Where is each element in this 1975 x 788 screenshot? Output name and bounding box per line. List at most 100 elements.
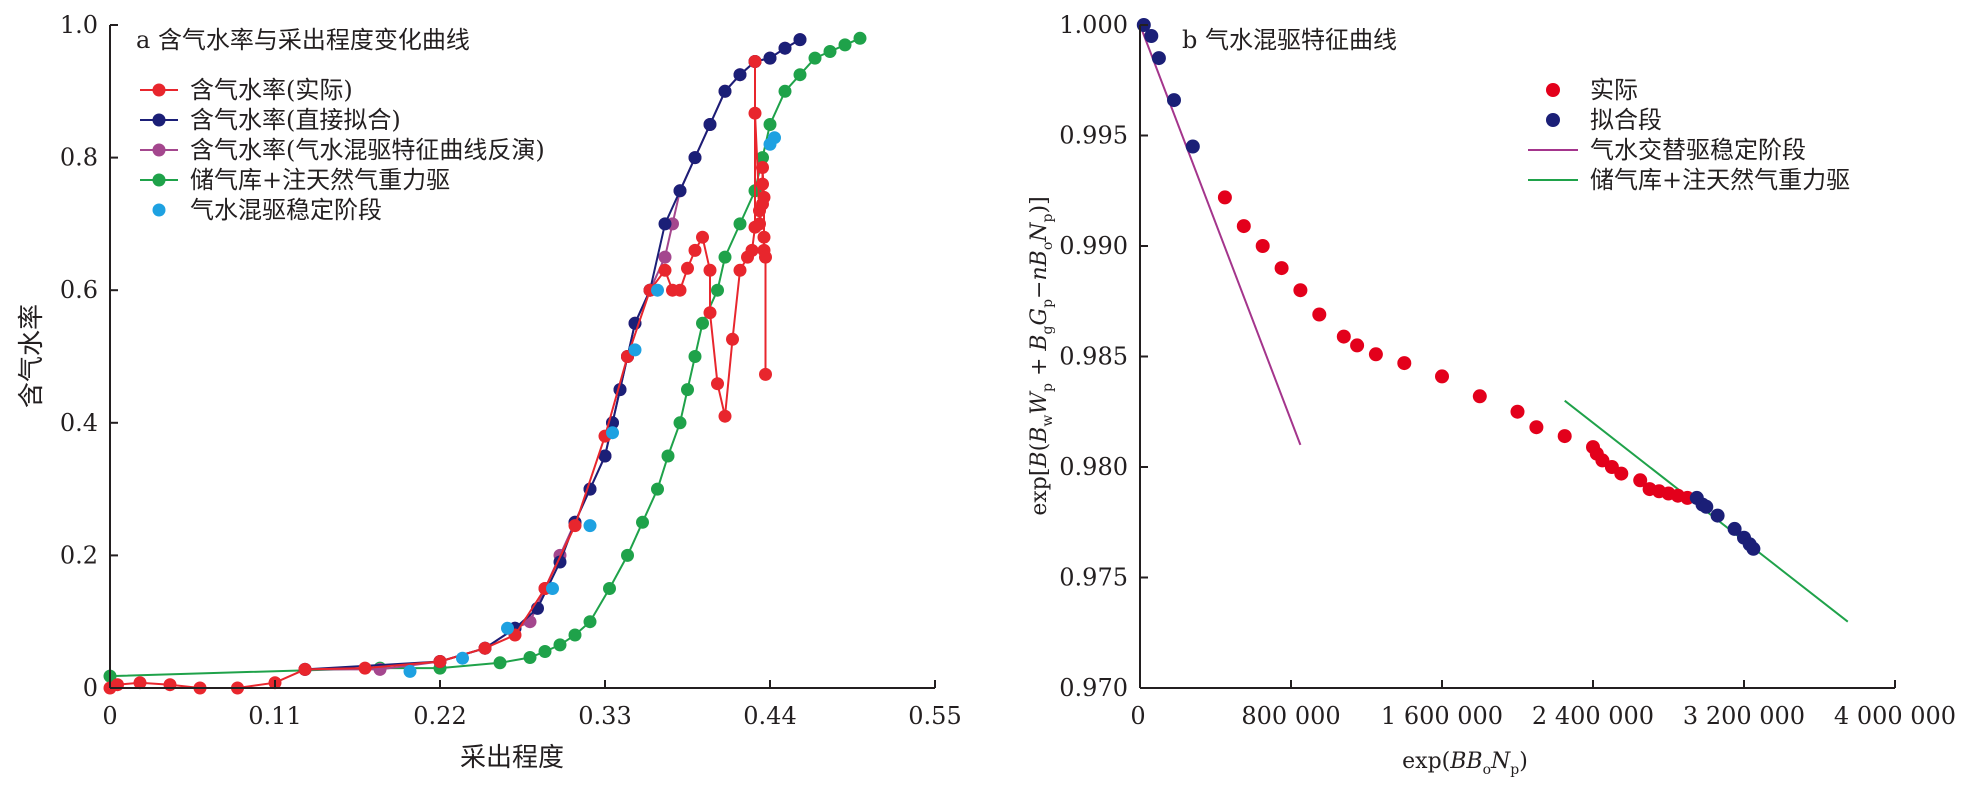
panel-b-fit-line-2 xyxy=(1139,24,1302,446)
data-point xyxy=(696,230,709,244)
data-point xyxy=(523,651,537,664)
data-point xyxy=(681,261,694,275)
x-tick-label: 1 600 000 xyxy=(1381,702,1503,730)
panel-a-y-axis-label: 含气水率 xyxy=(17,304,47,408)
legend-item: 储气库+注天然气重力驱 xyxy=(140,166,450,194)
data-point xyxy=(823,45,837,58)
panel-b-plot-area xyxy=(1136,18,1849,623)
data-point xyxy=(778,41,792,55)
data-point xyxy=(1710,508,1725,523)
panel-b-series-0 xyxy=(1217,190,1695,505)
data-point xyxy=(748,55,762,68)
data-point xyxy=(658,217,672,231)
panel-b-ticks: 0 800 000 1 600 000 2 400 000 3 200 000 4 000… xyxy=(1059,11,1956,730)
data-point xyxy=(651,482,664,496)
data-point xyxy=(703,263,717,277)
y-tick-label: 0 xyxy=(83,674,98,702)
data-point xyxy=(628,343,642,357)
data-point xyxy=(493,656,507,670)
data-point xyxy=(553,638,567,652)
legend-label: 含气水率(直接拟合) xyxy=(190,106,401,134)
y-tick-label: 0.4 xyxy=(60,409,98,437)
data-point xyxy=(1529,420,1544,435)
data-point xyxy=(1151,51,1166,66)
panel-a-series-4 xyxy=(403,131,781,678)
data-point xyxy=(1236,219,1251,234)
y-tick-label: 0.985 xyxy=(1059,343,1128,371)
y-tick-label: 1.000 xyxy=(1059,11,1128,39)
data-point xyxy=(403,664,417,678)
data-point xyxy=(1633,473,1648,488)
data-point xyxy=(778,84,792,98)
data-point xyxy=(1312,307,1327,322)
y-tick-label: 0.6 xyxy=(60,276,98,304)
data-point xyxy=(711,377,724,391)
legend-marker xyxy=(152,203,166,217)
data-point xyxy=(838,38,852,52)
legend-label: 气水交替驱稳定阶段 xyxy=(1590,136,1806,164)
x-tick-label: 0.55 xyxy=(908,702,961,730)
data-point xyxy=(1397,356,1412,371)
data-point xyxy=(745,243,759,257)
y-tick-label: 0.995 xyxy=(1059,122,1128,150)
data-point xyxy=(568,519,582,533)
legend-item: 含气水率(直接拟合) xyxy=(140,106,401,134)
x-tick-label: 2 400 000 xyxy=(1532,702,1654,730)
data-point xyxy=(456,651,469,665)
data-point xyxy=(733,263,747,277)
panel-b-title: b 气水混驱特征曲线 xyxy=(1182,26,1397,54)
data-point xyxy=(636,515,649,529)
data-point xyxy=(688,350,702,363)
legend-label: 含气水率(实际) xyxy=(190,76,353,104)
data-point xyxy=(298,662,312,676)
panel-a-legend: 含气水率(实际)含气水率(直接拟合)含气水率(气水混驱特征曲线反演)储气库+注天… xyxy=(140,76,545,224)
data-point xyxy=(133,676,147,690)
legend-item: 拟合段 xyxy=(1546,106,1662,134)
data-point xyxy=(753,217,766,231)
data-point xyxy=(661,449,675,463)
legend-label: 气水混驱稳定阶段 xyxy=(190,196,382,224)
data-point xyxy=(718,409,732,423)
legend-item: 含气水率(实际) xyxy=(140,76,353,104)
x-tick-label: 0 xyxy=(102,702,117,730)
data-point xyxy=(111,678,124,692)
panel-a-title: a 含气水率与采出程度变化曲线 xyxy=(136,26,470,54)
legend-item: 气水混驱稳定阶段 xyxy=(152,196,382,224)
y-tick-label: 1.0 xyxy=(60,11,98,39)
data-point xyxy=(1435,369,1449,384)
y-tick-label: 0.990 xyxy=(1059,232,1128,260)
panel-b: 0 800 000 1 600 000 2 400 000 3 200 000 4 000… xyxy=(1027,11,1956,778)
data-point xyxy=(853,31,867,45)
y-tick-label: 0.975 xyxy=(1059,564,1128,592)
data-point xyxy=(546,582,559,595)
data-point xyxy=(1746,541,1761,556)
data-point xyxy=(808,51,822,65)
data-point xyxy=(1699,499,1714,514)
x-tick-label: 0.33 xyxy=(578,702,631,730)
data-point xyxy=(1510,404,1525,419)
data-point xyxy=(673,184,687,198)
legend-item: 实际 xyxy=(1546,76,1638,104)
data-point xyxy=(748,106,762,120)
x-tick-label: 0 xyxy=(1130,702,1145,730)
data-point xyxy=(433,655,447,668)
data-point xyxy=(1368,347,1383,362)
data-point xyxy=(756,161,769,174)
data-point xyxy=(688,151,702,165)
data-point xyxy=(621,548,634,562)
data-point xyxy=(658,263,672,277)
legend-marker xyxy=(152,83,166,97)
legend-item: 气水交替驱稳定阶段 xyxy=(1528,136,1806,164)
x-tick-label: 4 000 000 xyxy=(1834,702,1956,730)
data-point xyxy=(756,177,769,191)
y-tick-label: 0.970 xyxy=(1059,674,1128,702)
panel-a-ticks: 0 0.11 0.22 0.33 0.44 0.55 0 0.2 0.4 0.6 0.8 1.0 xyxy=(60,11,962,730)
data-point xyxy=(1614,466,1629,481)
data-point xyxy=(1336,329,1351,344)
data-point xyxy=(568,628,582,642)
legend-item: 储气库+注天然气重力驱 xyxy=(1528,166,1850,194)
data-point xyxy=(583,519,597,533)
data-point xyxy=(651,283,664,297)
